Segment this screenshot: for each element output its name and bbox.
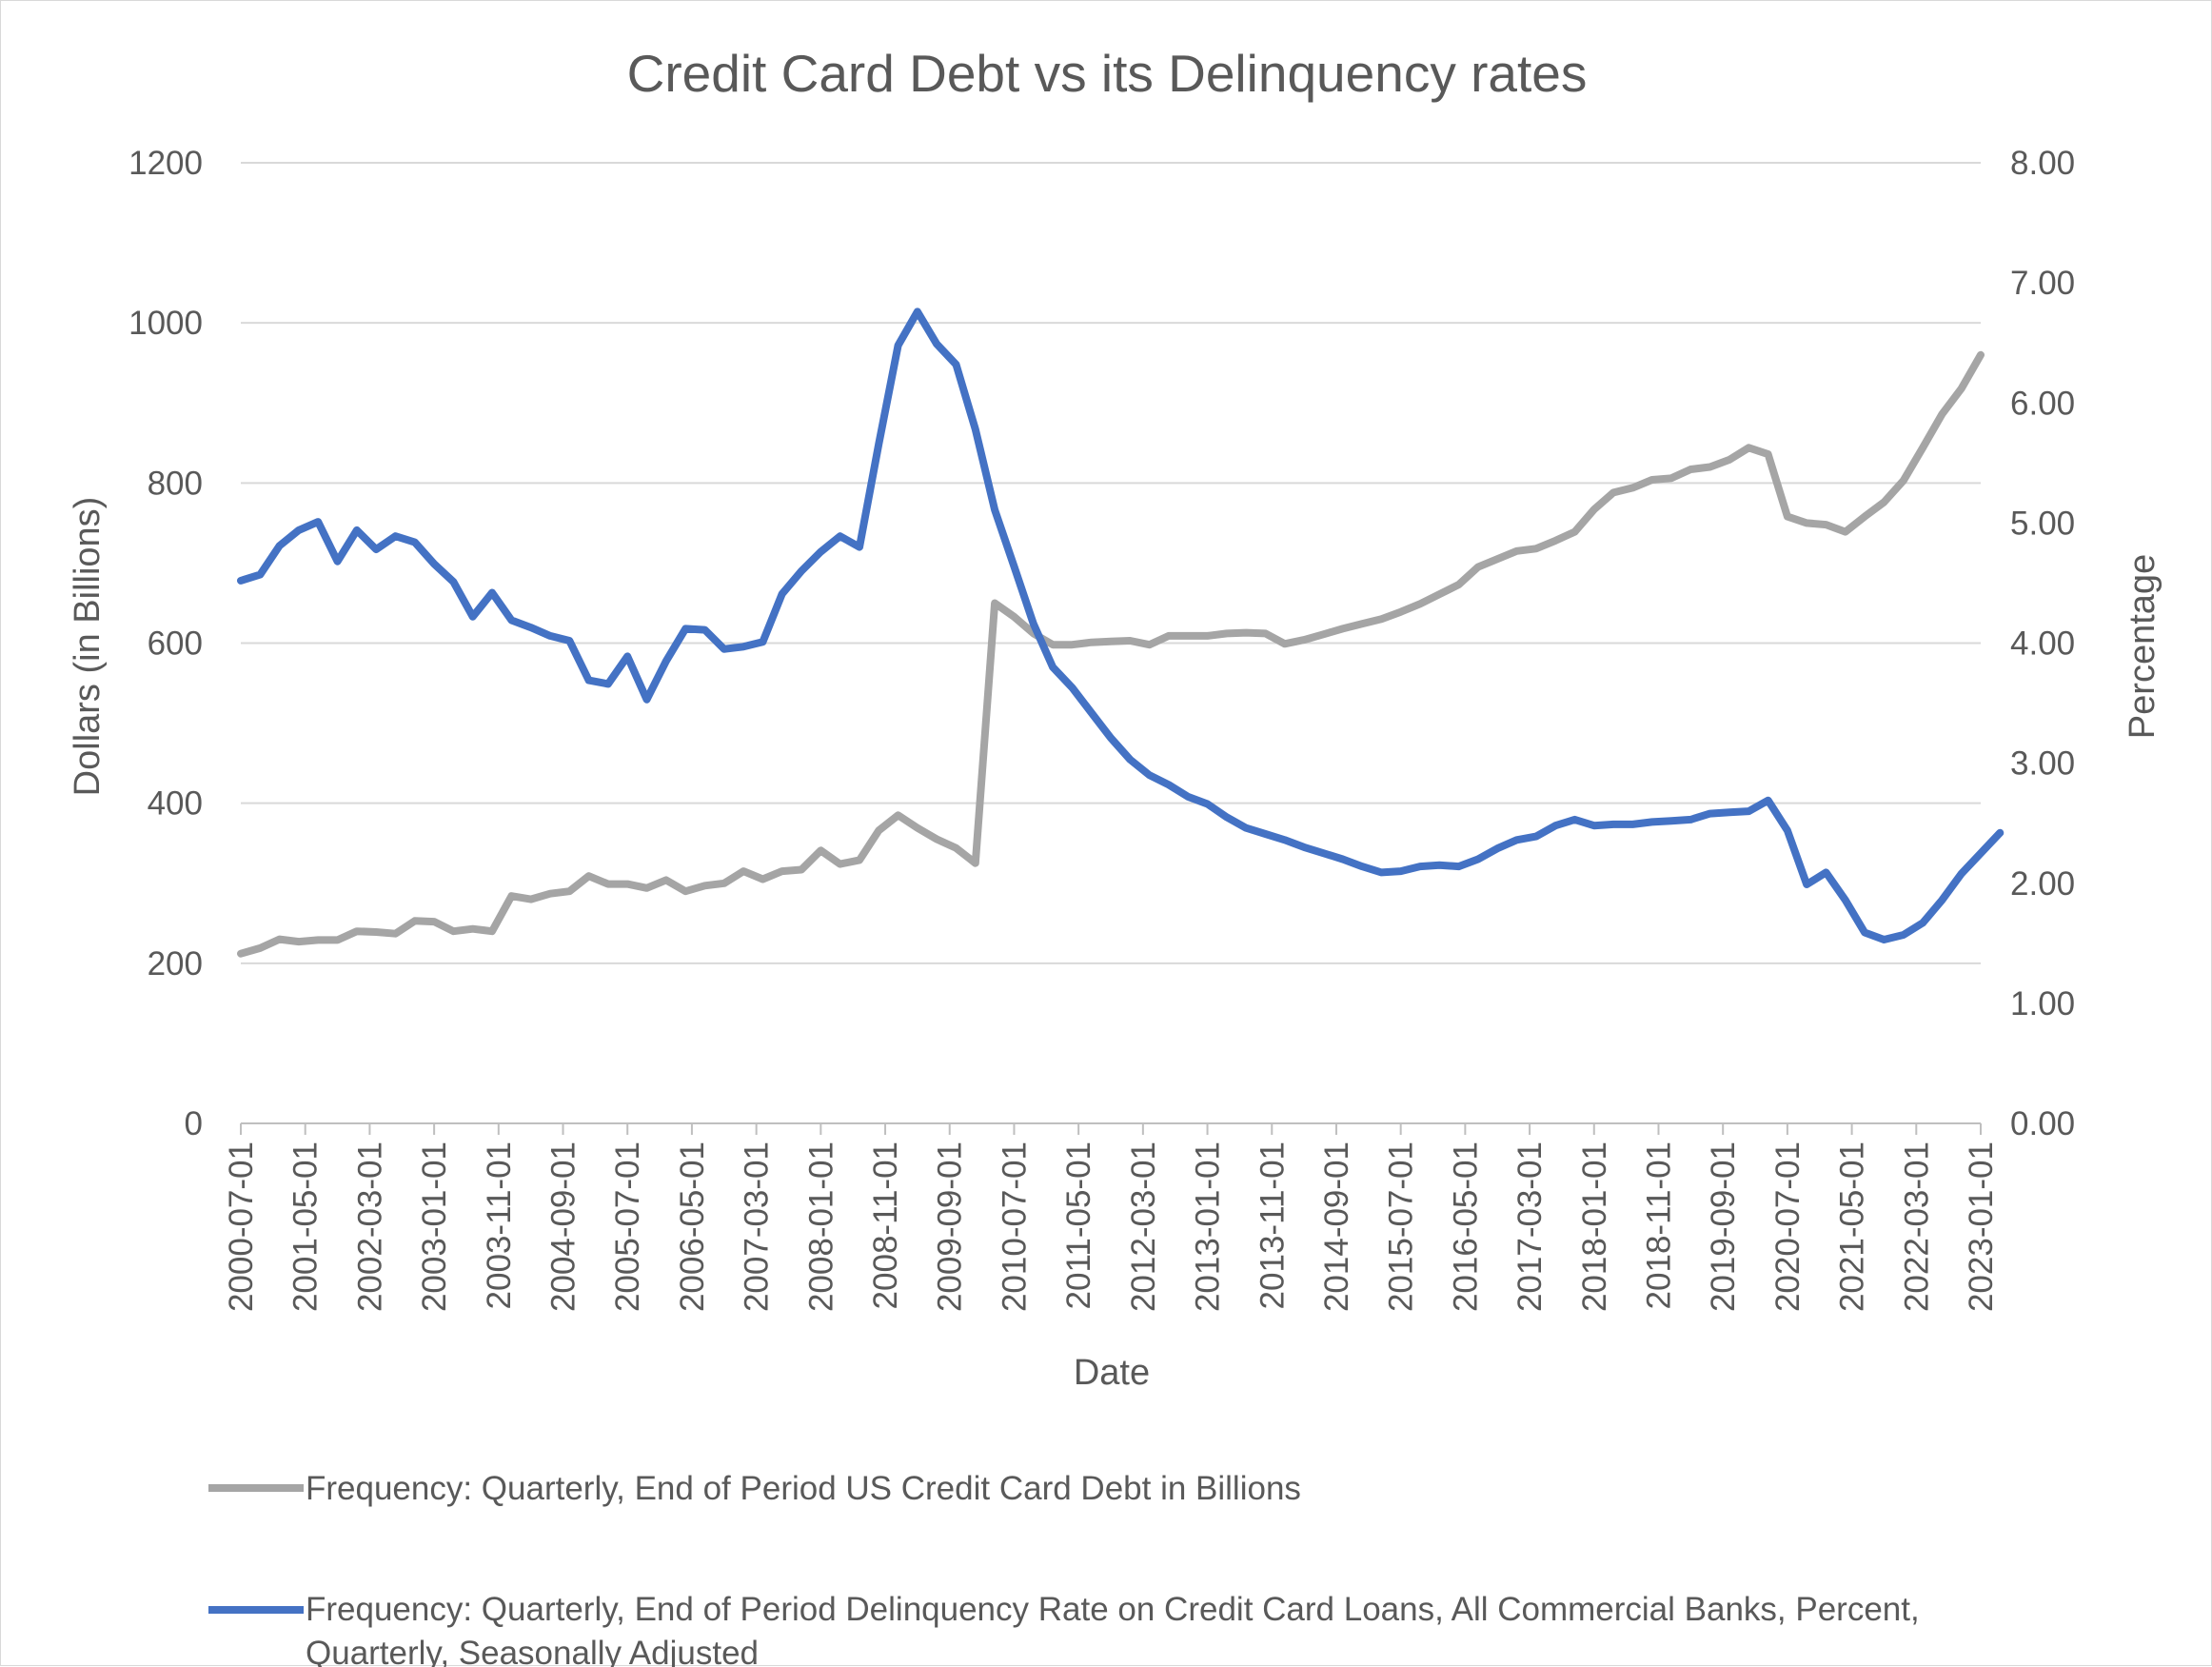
x-tick-label: 2008-01-01 [802, 1141, 839, 1312]
x-tick-label: 2017-03-01 [1511, 1141, 1549, 1312]
legend-label-delinquency-line2: Quarterly, Seasonally Adjusted [306, 1635, 759, 1667]
y-axis-left-tick-labels: 0 200 400 600 800 1000 1200 [128, 145, 203, 1142]
x-tick-label: 2013-01-01 [1190, 1141, 1227, 1312]
x-tick-label: 2021-05-01 [1834, 1141, 1871, 1312]
y2-tick-label: 1.00 [2010, 985, 2075, 1022]
gridlines [241, 162, 1981, 964]
x-tick-label: 2008-11-01 [867, 1141, 904, 1309]
legend-label-delinquency: Frequency: Quarterly, End of Period Deli… [306, 1591, 1928, 1667]
x-tick-label: 2010-07-01 [996, 1141, 1033, 1312]
y2-tick-label: 7.00 [2010, 265, 2075, 302]
y-tick-label: 400 [148, 785, 203, 823]
y2-tick-label: 8.00 [2010, 145, 2075, 182]
x-tick-label: 2020-07-01 [1769, 1141, 1807, 1312]
series-line-delinquency [237, 308, 2005, 943]
x-tick-label: 2002-03-01 [351, 1141, 388, 1312]
chart-title: Credit Card Debt vs its Delinquency rate… [627, 44, 1588, 103]
x-tick-label: 2000-07-01 [223, 1141, 260, 1312]
y2-tick-label: 4.00 [2010, 625, 2075, 663]
y2-tick-label: 5.00 [2010, 505, 2075, 542]
x-tick-label: 2006-05-01 [674, 1141, 711, 1312]
x-axis-label: Date [1074, 1353, 1150, 1393]
x-tick-label: 2015-07-01 [1383, 1141, 1420, 1312]
x-axis: 2000-07-01 2001-05-01 2002-03-01 2003-01-01… [223, 1122, 2000, 1312]
x-tick-label: 2022-03-01 [1898, 1141, 1935, 1312]
y-axis-right-label: Percentage [2123, 554, 2163, 739]
y2-tick-label: 3.00 [2010, 745, 2075, 783]
x-tick-label: 2011-05-01 [1060, 1141, 1097, 1309]
x-tick-label: 2009-09-01 [932, 1141, 969, 1312]
x-tick-label: 2019-09-01 [1705, 1141, 1742, 1312]
y-tick-label: 200 [148, 945, 203, 982]
x-tick-label: 2003-01-01 [416, 1141, 453, 1312]
y2-tick-label: 2.00 [2010, 865, 2075, 903]
y-axis-right-tick-labels: 0.00 1.00 2.00 3.00 4.00 5.00 6.00 7.00 8.00 [2010, 145, 2075, 1142]
x-tick-label: 2007-03-01 [739, 1141, 776, 1312]
x-tick-label: 2001-05-01 [287, 1141, 325, 1312]
series-line-debt [237, 350, 1985, 958]
y-tick-label: 1000 [128, 305, 203, 342]
x-tick-label: 2016-05-01 [1447, 1141, 1484, 1312]
x-tick-label: 2018-11-01 [1640, 1141, 1677, 1309]
x-tick-label: 2012-03-01 [1125, 1141, 1162, 1312]
y-axis-left-label: Dollars (in Billions) [68, 497, 108, 797]
y2-tick-label: 0.00 [2010, 1105, 2075, 1142]
legend-label-debt: Frequency: Quarterly, End of Period US C… [306, 1470, 1301, 1507]
x-tick-label: 2013-11-01 [1254, 1141, 1291, 1309]
y-tick-label: 1200 [128, 145, 203, 182]
x-tick-label: 2023-01-01 [1963, 1141, 2000, 1312]
x-tick-label: 2018-01-01 [1576, 1141, 1613, 1312]
x-tick-label: 2004-09-01 [545, 1141, 583, 1312]
legend-label-delinquency-line1: Frequency: Quarterly, End of Period Deli… [306, 1591, 1920, 1628]
legend: Frequency: Quarterly, End of Period US C… [208, 1470, 1928, 1667]
y-tick-label: 0 [185, 1105, 203, 1142]
x-tick-label: 2003-11-01 [481, 1141, 518, 1309]
y-tick-label: 800 [148, 465, 203, 502]
series-lines [237, 308, 2005, 958]
y-tick-label: 600 [148, 625, 203, 663]
x-tick-label: 2014-09-01 [1318, 1141, 1355, 1312]
y2-tick-label: 6.00 [2010, 385, 2075, 422]
x-tick-label: 2005-07-01 [609, 1141, 646, 1312]
